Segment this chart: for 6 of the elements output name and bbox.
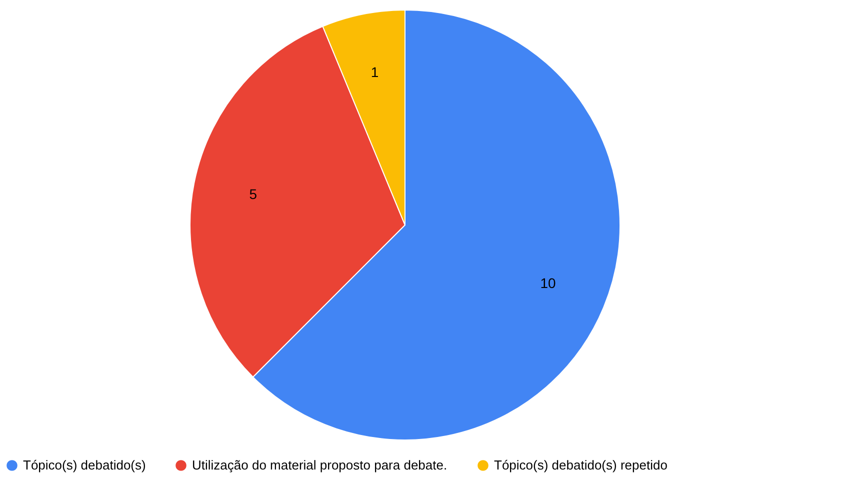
legend-label: Utilização do material proposto para debate. (192, 457, 448, 472)
data-label: 5 (249, 186, 258, 202)
legend-label: Tópico(s) debatido(s) repetido (494, 457, 668, 472)
data-label: 1 (370, 64, 379, 80)
data-label: 10 (540, 275, 556, 292)
legend-label: Tópico(s) debatido(s) (23, 457, 146, 472)
